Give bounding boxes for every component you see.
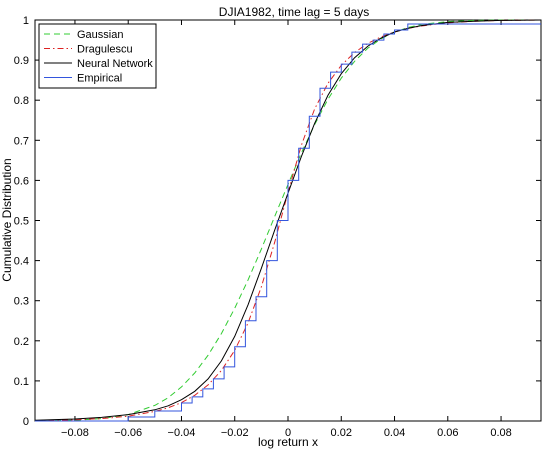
x-tick-label: 0.04 (384, 427, 405, 439)
y-tick-label: 0.4 (14, 256, 29, 268)
x-axis-label: log return x (258, 435, 318, 449)
x-tick-label: −0.04 (168, 427, 196, 439)
y-tick-label: 0.8 (14, 95, 29, 107)
series-layer (34, 19, 542, 422)
y-axis-label: Cumulative Distribution (0, 158, 14, 281)
legend: Gaussian Dragulescu Neural Network Empirica… (38, 23, 157, 89)
y-tick-label: 0 (23, 416, 29, 428)
y-tick-label: 0.6 (14, 175, 29, 187)
x-tick-label: −0.02 (221, 427, 249, 439)
chart-title: DJIA1982, time lag = 5 days (219, 5, 369, 19)
y-tick-label: 0.2 (14, 336, 29, 348)
y-tick-label: 0.3 (14, 296, 29, 308)
y-tick-label: 0.5 (14, 216, 29, 228)
x-tick-label: 0 (285, 427, 291, 439)
legend-label-neural-network: Neural Network (77, 58, 153, 70)
x-tick-label: 0.02 (331, 427, 352, 439)
x-tick-label: −0.06 (114, 427, 142, 439)
y-tick-label: 0.7 (14, 135, 29, 147)
legend-label-dragulescu: Dragulescu (77, 44, 133, 56)
x-tick-label: −0.08 (61, 427, 89, 439)
y-tick-label: 1 (23, 15, 29, 27)
series-empirical-line (35, 23, 541, 422)
x-tick-label: 0.06 (437, 427, 458, 439)
x-tick-label: 0.08 (490, 427, 511, 439)
legend-label-empirical: Empirical (77, 73, 122, 85)
y-tick-label: 0.9 (14, 55, 29, 67)
y-tick-label: 0.1 (14, 376, 29, 388)
axis-ticks: −0.08 −0.06 −0.04 −0.02 0 0.02 0.04 0.06 0.08 0 0.… (14, 15, 541, 439)
legend-label-gaussian: Gaussian (77, 29, 123, 41)
